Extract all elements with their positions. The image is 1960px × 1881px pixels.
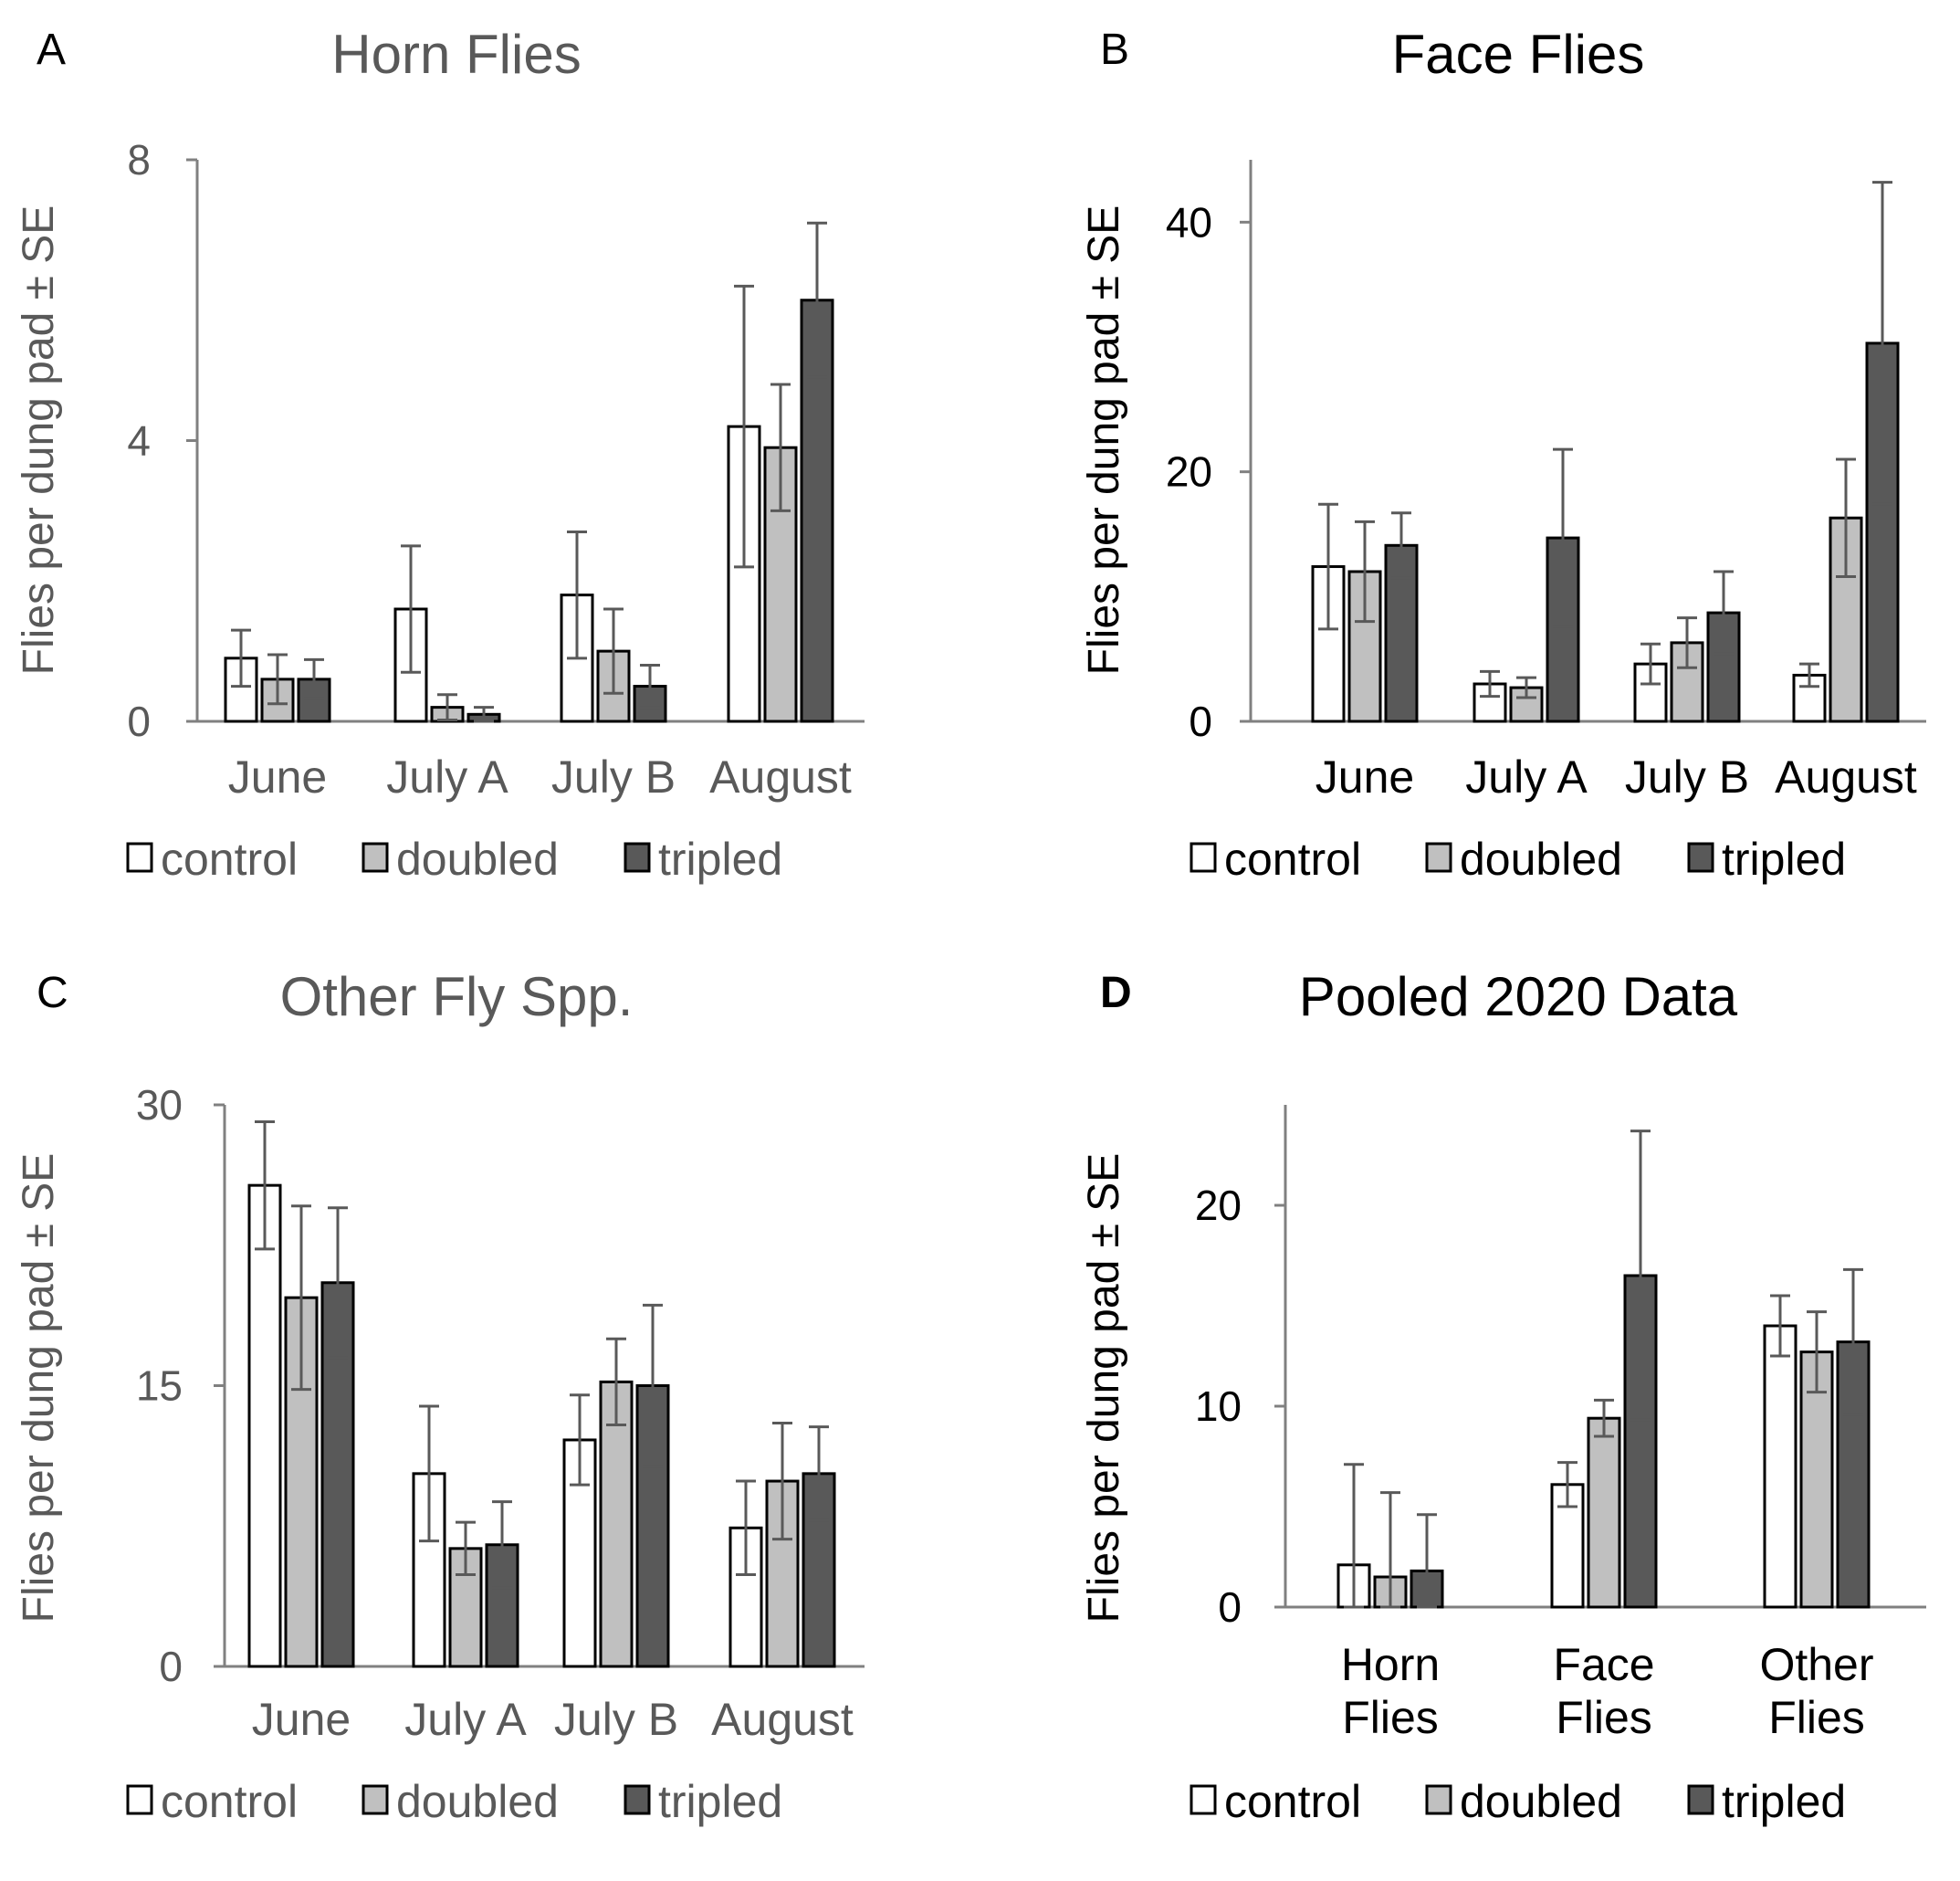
chart-title: Face Flies bbox=[1392, 24, 1645, 85]
legend-label-doubled: doubled bbox=[1460, 1776, 1622, 1827]
y-tick-label: 40 bbox=[1166, 198, 1212, 246]
x-tick-label: July A bbox=[1465, 751, 1588, 803]
chart-title: Other Fly Spp. bbox=[280, 966, 634, 1027]
panel-letter: B bbox=[1100, 26, 1129, 74]
bar-doubled-2 bbox=[1670, 641, 1704, 723]
x-tick-label: July B bbox=[1625, 751, 1749, 803]
y-tick-label: 30 bbox=[136, 1081, 183, 1129]
panel-letter: A bbox=[37, 26, 66, 74]
x-tick-label: June bbox=[252, 1694, 351, 1745]
x-tick-label: Flies bbox=[1556, 1692, 1652, 1743]
x-tick-label: Face bbox=[1553, 1639, 1654, 1690]
x-tick-label: July B bbox=[554, 1694, 678, 1745]
bar-doubled-2 bbox=[599, 1380, 634, 1668]
legend-label-control: control bbox=[161, 1776, 298, 1827]
legend-swatch-control bbox=[1190, 842, 1217, 873]
chart-panel-a: A Horn Flies Flies per dung pad ± SE 0 4 8 Jun… bbox=[15, 24, 865, 885]
y-tick-label: 8 bbox=[127, 136, 151, 184]
chart-title: Horn Flies bbox=[331, 24, 581, 85]
bar-doubled-1 bbox=[1587, 1416, 1621, 1609]
chart-title: Pooled 2020 Data bbox=[1299, 966, 1738, 1027]
panel-letter: C bbox=[37, 969, 68, 1017]
legend-label-doubled: doubled bbox=[1460, 834, 1622, 885]
chart-panel-c: C Other Fly Spp. Flies per dung pad ± SE 0 1… bbox=[15, 966, 865, 1827]
x-tick-label: June bbox=[228, 751, 327, 803]
x-tick-label: Horn bbox=[1341, 1639, 1440, 1690]
legend-label-control: control bbox=[1224, 834, 1361, 885]
bar-control-0 bbox=[247, 1183, 282, 1668]
x-tick-label: August bbox=[1775, 751, 1917, 803]
bar-control-2 bbox=[1763, 1324, 1798, 1609]
legend-label-doubled: doubled bbox=[396, 1776, 559, 1827]
legend-label-control: control bbox=[1224, 1776, 1361, 1827]
x-tick-label: Flies bbox=[1342, 1692, 1439, 1743]
x-tick-label: June bbox=[1315, 751, 1414, 803]
legend-swatch-doubled bbox=[1425, 842, 1452, 873]
x-tick-label: July A bbox=[404, 1694, 527, 1745]
y-axis-label: Flies per dung pad ± SE bbox=[15, 205, 63, 676]
legend-swatch-control bbox=[126, 842, 153, 873]
x-tick-label: August bbox=[709, 751, 852, 803]
x-tick-label: July A bbox=[386, 751, 508, 803]
legend-swatch-tripled bbox=[1687, 1784, 1714, 1815]
legend-label-tripled: tripled bbox=[1722, 1776, 1846, 1827]
legend-swatch-doubled bbox=[1425, 1784, 1452, 1815]
y-tick-label: 20 bbox=[1195, 1182, 1242, 1229]
x-tick-label: July B bbox=[551, 751, 676, 803]
y-tick-label: 10 bbox=[1195, 1382, 1242, 1430]
chart-panel-d: D Pooled 2020 Data Flies per dung pad ± SE… bbox=[1080, 966, 1926, 1827]
x-tick-label: Flies bbox=[1768, 1692, 1865, 1743]
legend-swatch-tripled bbox=[624, 842, 651, 873]
legend-swatch-tripled bbox=[1687, 842, 1714, 873]
panel-letter: D bbox=[1100, 969, 1132, 1017]
y-tick-label: 4 bbox=[127, 417, 151, 465]
y-tick-label: 15 bbox=[136, 1362, 183, 1410]
y-tick-label: 0 bbox=[127, 698, 151, 745]
y-tick-label: 0 bbox=[1189, 698, 1212, 745]
y-tick-label: 0 bbox=[159, 1643, 183, 1690]
y-tick-label: 0 bbox=[1218, 1583, 1242, 1631]
x-tick-label: August bbox=[711, 1694, 854, 1745]
legend-swatch-control bbox=[1190, 1784, 1217, 1815]
legend-label-doubled: doubled bbox=[396, 834, 559, 885]
legend-label-tripled: tripled bbox=[1722, 834, 1846, 885]
chart-panel-b: B Face Flies Flies per dung pad ± SE 0 20 40 J… bbox=[1080, 24, 1926, 885]
y-axis-label: Flies per dung pad ± SE bbox=[1080, 205, 1128, 676]
y-tick-label: 20 bbox=[1166, 448, 1212, 496]
legend-label-control: control bbox=[161, 834, 298, 885]
legend-swatch-doubled bbox=[362, 1784, 389, 1815]
y-axis-label: Flies per dung pad ± SE bbox=[15, 1153, 63, 1624]
legend-label-tripled: tripled bbox=[658, 1776, 782, 1827]
legend-swatch-doubled bbox=[362, 842, 389, 873]
legend-label-tripled: tripled bbox=[658, 834, 782, 885]
legend-swatch-tripled bbox=[624, 1784, 651, 1815]
bar-control-3 bbox=[1792, 673, 1827, 723]
y-axis-label: Flies per dung pad ± SE bbox=[1080, 1153, 1128, 1624]
x-tick-label: Other bbox=[1759, 1639, 1873, 1690]
legend-swatch-control bbox=[126, 1784, 153, 1815]
